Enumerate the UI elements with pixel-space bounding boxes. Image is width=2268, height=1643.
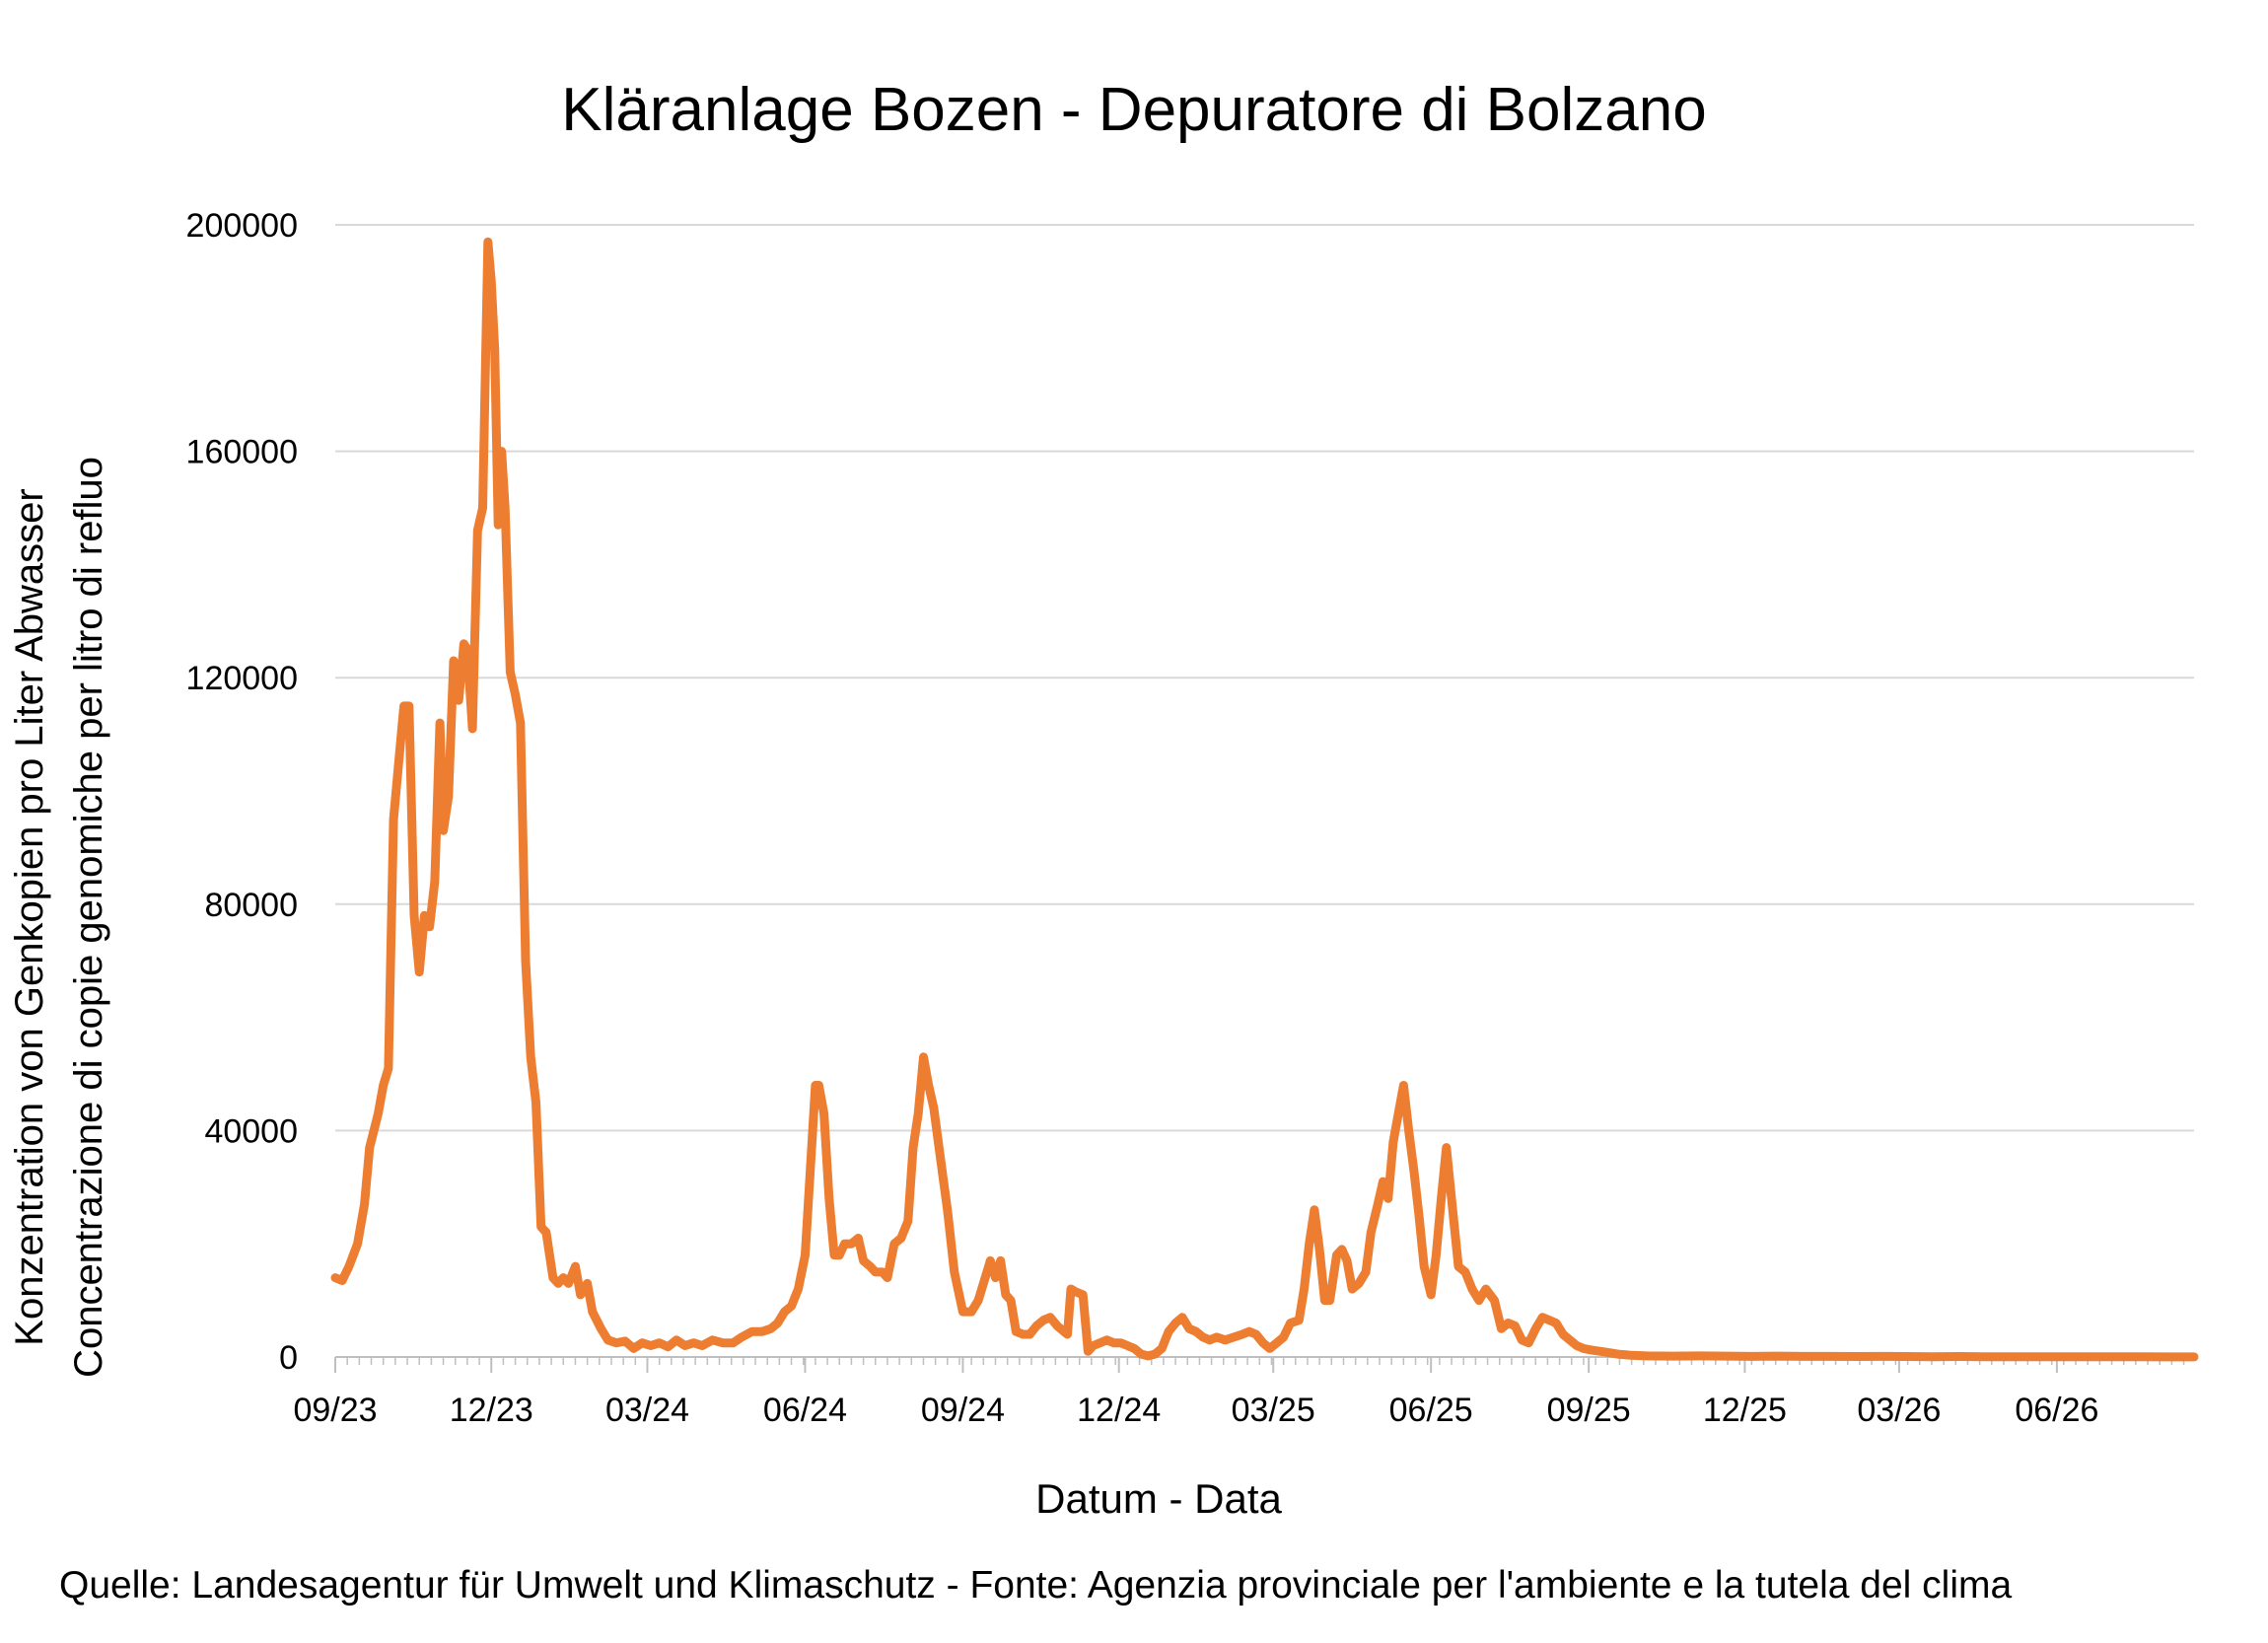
x-tick-label: 06/25 [1389, 1392, 1473, 1429]
x-tick-label: 09/23 [293, 1392, 377, 1429]
x-tick-label: 12/23 [450, 1392, 533, 1429]
series-group [330, 237, 2199, 1362]
source-note: Quelle: Landesagentur für Umwelt und Kli… [59, 1564, 2013, 1607]
x-tick-label: 12/24 [1077, 1392, 1161, 1429]
y-tick-label: 160000 [186, 434, 298, 471]
y-tick-label: 0 [279, 1339, 298, 1377]
x-axis-label: Datum - Data [1035, 1475, 1282, 1522]
gridlines [335, 224, 2194, 1132]
series-line-1 [330, 237, 2199, 1362]
x-tick-label: 09/24 [921, 1392, 1005, 1429]
y-tick-label: 40000 [204, 1112, 298, 1150]
y-tick-label: 120000 [186, 660, 298, 697]
x-tick-label: 12/25 [1703, 1392, 1787, 1429]
chart-title: Kläranlage Bozen - Depuratore di Bolzano [561, 76, 1707, 144]
y-tick-label: 200000 [186, 207, 298, 245]
y-tick-label: 80000 [204, 887, 298, 924]
x-axis: 09/23 12/23 03/24 06/24 09/24 12/24 03/25 06/25… [293, 1356, 2194, 1429]
x-tick-label: 06/26 [2015, 1392, 2098, 1429]
y-axis-ticks: 0 40000 80000 120000 160000 200000 [186, 207, 298, 1377]
x-tick-label: 09/25 [1547, 1392, 1631, 1429]
x-tick-label: 03/26 [1857, 1392, 1941, 1429]
x-tick-label: 06/24 [763, 1392, 847, 1429]
x-tick-label: 03/24 [605, 1392, 689, 1429]
x-tick-label: 03/25 [1232, 1392, 1315, 1429]
